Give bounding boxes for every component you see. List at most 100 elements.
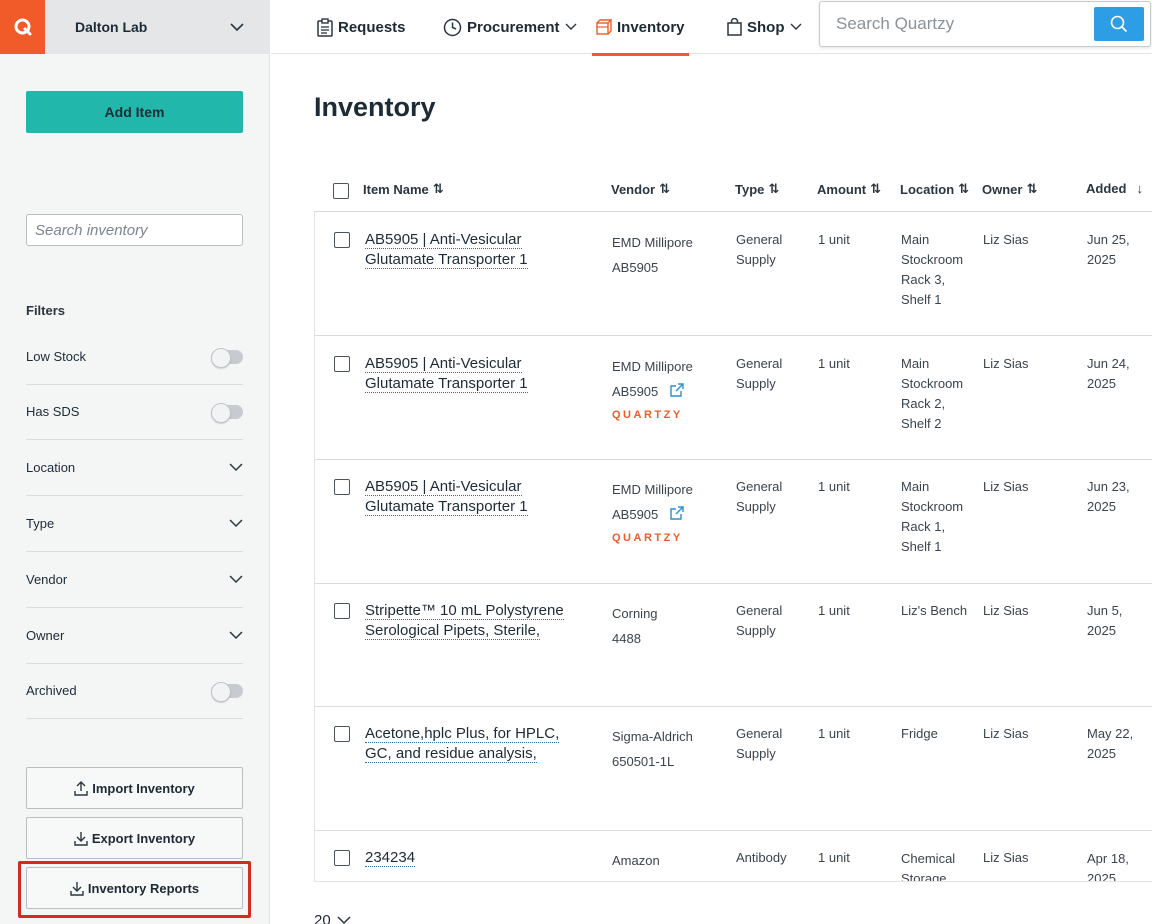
filter-location[interactable]: Location <box>26 440 243 496</box>
vendor-cell: Corning 4488 <box>612 601 658 651</box>
filter-label: Low Stock <box>26 349 86 364</box>
global-search-input[interactable] <box>836 14 1094 34</box>
select-all-checkbox[interactable] <box>333 183 349 199</box>
item-name-link[interactable]: 234234 <box>365 848 575 868</box>
filter-owner[interactable]: Owner <box>26 608 243 664</box>
column-label: Added <box>1086 181 1127 196</box>
item-name-link[interactable]: AB5905 | Anti-Vesicular Glutamate Transp… <box>365 230 575 270</box>
row-checkbox[interactable] <box>334 356 350 372</box>
table-row[interactable]: Acetone,hplc Plus, for HPLC, GC, and res… <box>314 707 1152 831</box>
upload-icon <box>74 780 88 796</box>
nav-shop[interactable]: Shop <box>727 0 802 54</box>
archived-toggle[interactable] <box>211 681 243 702</box>
column-amount[interactable]: Amount ⇅ <box>817 181 881 197</box>
has-sds-toggle[interactable] <box>211 402 243 423</box>
column-type[interactable]: Type ⇅ <box>735 181 779 197</box>
chevron-down-icon[interactable] <box>229 575 243 584</box>
chevron-down-icon[interactable] <box>229 631 243 640</box>
nav-inventory[interactable]: Inventory <box>592 0 689 56</box>
table-row[interactable]: AB5905 | Anti-Vesicular Glutamate Transp… <box>314 460 1152 584</box>
column-owner[interactable]: Owner ⇅ <box>982 181 1037 197</box>
table-header: Item Name ⇅ Vendor ⇅ Type ⇅ Amount ⇅ Locatio… <box>314 170 1152 212</box>
type-cell: General Supply <box>736 356 783 391</box>
vendor-cell: EMD Millipore AB5905 QUARTZY <box>612 477 693 549</box>
chevron-down-icon[interactable] <box>230 22 244 32</box>
item-name-text: Acetone,hplc Plus, for HPLC, GC, and res… <box>365 725 560 763</box>
nav-shop-label: Shop <box>747 18 785 36</box>
sort-icon: ⇅ <box>958 181 970 196</box>
import-inventory-button[interactable]: Import Inventory <box>26 767 243 809</box>
chevron-down-icon[interactable] <box>229 463 243 472</box>
type-cell: Antibody <box>736 850 787 865</box>
owner-cell: Liz Sias <box>983 726 1029 741</box>
filter-vendor[interactable]: Vendor <box>26 552 243 608</box>
filter-archived[interactable]: Archived <box>26 663 243 719</box>
column-vendor[interactable]: Vendor ⇅ <box>611 181 670 197</box>
external-link-icon[interactable] <box>670 383 684 397</box>
sort-icon: ⇅ <box>659 181 670 196</box>
lab-name: Dalton Lab <box>75 19 148 35</box>
item-name-link[interactable]: AB5905 | Anti-Vesicular Glutamate Transp… <box>365 477 575 517</box>
table-row[interactable]: AB5905 | Anti-Vesicular Glutamate Transp… <box>314 336 1152 460</box>
row-checkbox[interactable] <box>334 726 350 742</box>
inventory-reports-label: Inventory Reports <box>87 880 200 896</box>
per-page-select[interactable]: 20 <box>314 912 351 924</box>
inventory-search-input[interactable] <box>35 221 236 239</box>
row-checkbox[interactable] <box>334 479 350 495</box>
top-nav: Requests Procurement Inventory Shop <box>271 0 1152 56</box>
global-search-button[interactable] <box>1094 7 1144 41</box>
lab-switcher[interactable]: Dalton Lab <box>0 0 270 54</box>
column-item-name[interactable]: Item Name ⇅ <box>363 181 444 197</box>
item-name-text: AB5905 | Anti-Vesicular Glutamate Transp… <box>365 478 528 516</box>
download-icon <box>70 881 84 896</box>
add-item-button[interactable]: Add Item <box>26 91 243 133</box>
item-name-link[interactable]: Acetone,hplc Plus, for HPLC, GC, and res… <box>365 724 575 764</box>
sort-icon: ⇅ <box>870 181 882 196</box>
filter-label: Type <box>26 516 55 531</box>
filter-low-stock[interactable]: Low Stock <box>26 329 243 385</box>
table-row[interactable]: Stripette™ 10 mL Polystyrene Serological… <box>314 584 1152 707</box>
low-stock-toggle[interactable] <box>211 347 243 368</box>
row-checkbox[interactable] <box>334 232 350 248</box>
filter-label: Vendor <box>26 572 68 587</box>
inventory-reports-button[interactable]: Inventory Reports <box>26 867 243 909</box>
location-cell: Main Stockroom Rack 3, Shelf 1 <box>901 232 964 307</box>
global-search[interactable] <box>819 1 1151 47</box>
added-cell: Jun 23, 2025 <box>1087 479 1130 514</box>
box-icon <box>596 19 612 35</box>
type-cell: General Supply <box>736 726 783 761</box>
row-checkbox[interactable] <box>334 850 350 866</box>
chevron-down-icon <box>790 23 801 30</box>
column-label: Type <box>735 181 765 197</box>
table-row[interactable]: AB5905 | Anti-Vesicular Glutamate Transp… <box>314 212 1152 336</box>
vendor-name: Corning <box>612 606 658 621</box>
nav-requests[interactable]: Requests <box>317 0 406 54</box>
import-inventory-label: Import Inventory <box>92 780 195 796</box>
sort-icon: ⇅ <box>1026 181 1038 196</box>
inventory-table: Item Name ⇅ Vendor ⇅ Type ⇅ Amount ⇅ Locatio… <box>314 170 1152 882</box>
filter-type[interactable]: Type <box>26 496 243 552</box>
filter-has-sds[interactable]: Has SDS <box>26 384 243 440</box>
added-cell: Jun 24, 2025 <box>1087 356 1130 391</box>
sort-icon: ⇅ <box>768 181 780 196</box>
nav-procurement[interactable]: Procurement <box>443 0 577 54</box>
amount-cell: 1 unit <box>818 726 850 741</box>
column-location[interactable]: Location ⇅ <box>900 181 969 197</box>
quartzy-logo[interactable] <box>0 0 45 54</box>
catalog-number: AB5905 <box>612 384 659 399</box>
inventory-search[interactable] <box>26 214 243 246</box>
type-cell: General Supply <box>736 232 783 267</box>
per-page-value: 20 <box>314 912 331 924</box>
quartzy-logo-icon <box>14 18 31 36</box>
quartzy-wordmark: QUARTZY <box>612 409 683 421</box>
external-link-icon[interactable] <box>670 506 684 520</box>
filter-label: Location <box>26 460 76 475</box>
row-checkbox[interactable] <box>334 603 350 619</box>
item-name-link[interactable]: Stripette™ 10 mL Polystyrene Serological… <box>365 601 575 641</box>
item-name-link[interactable]: AB5905 | Anti-Vesicular Glutamate Transp… <box>365 354 575 394</box>
export-inventory-button[interactable]: Export Inventory <box>26 817 243 859</box>
column-added[interactable]: Added ↓ <box>1086 181 1143 196</box>
catalog-line: AB5905 <box>612 502 693 527</box>
table-row[interactable]: 234234 Amazon Antibody 1 unit Chemical S… <box>314 831 1152 881</box>
chevron-down-icon[interactable] <box>229 519 243 528</box>
